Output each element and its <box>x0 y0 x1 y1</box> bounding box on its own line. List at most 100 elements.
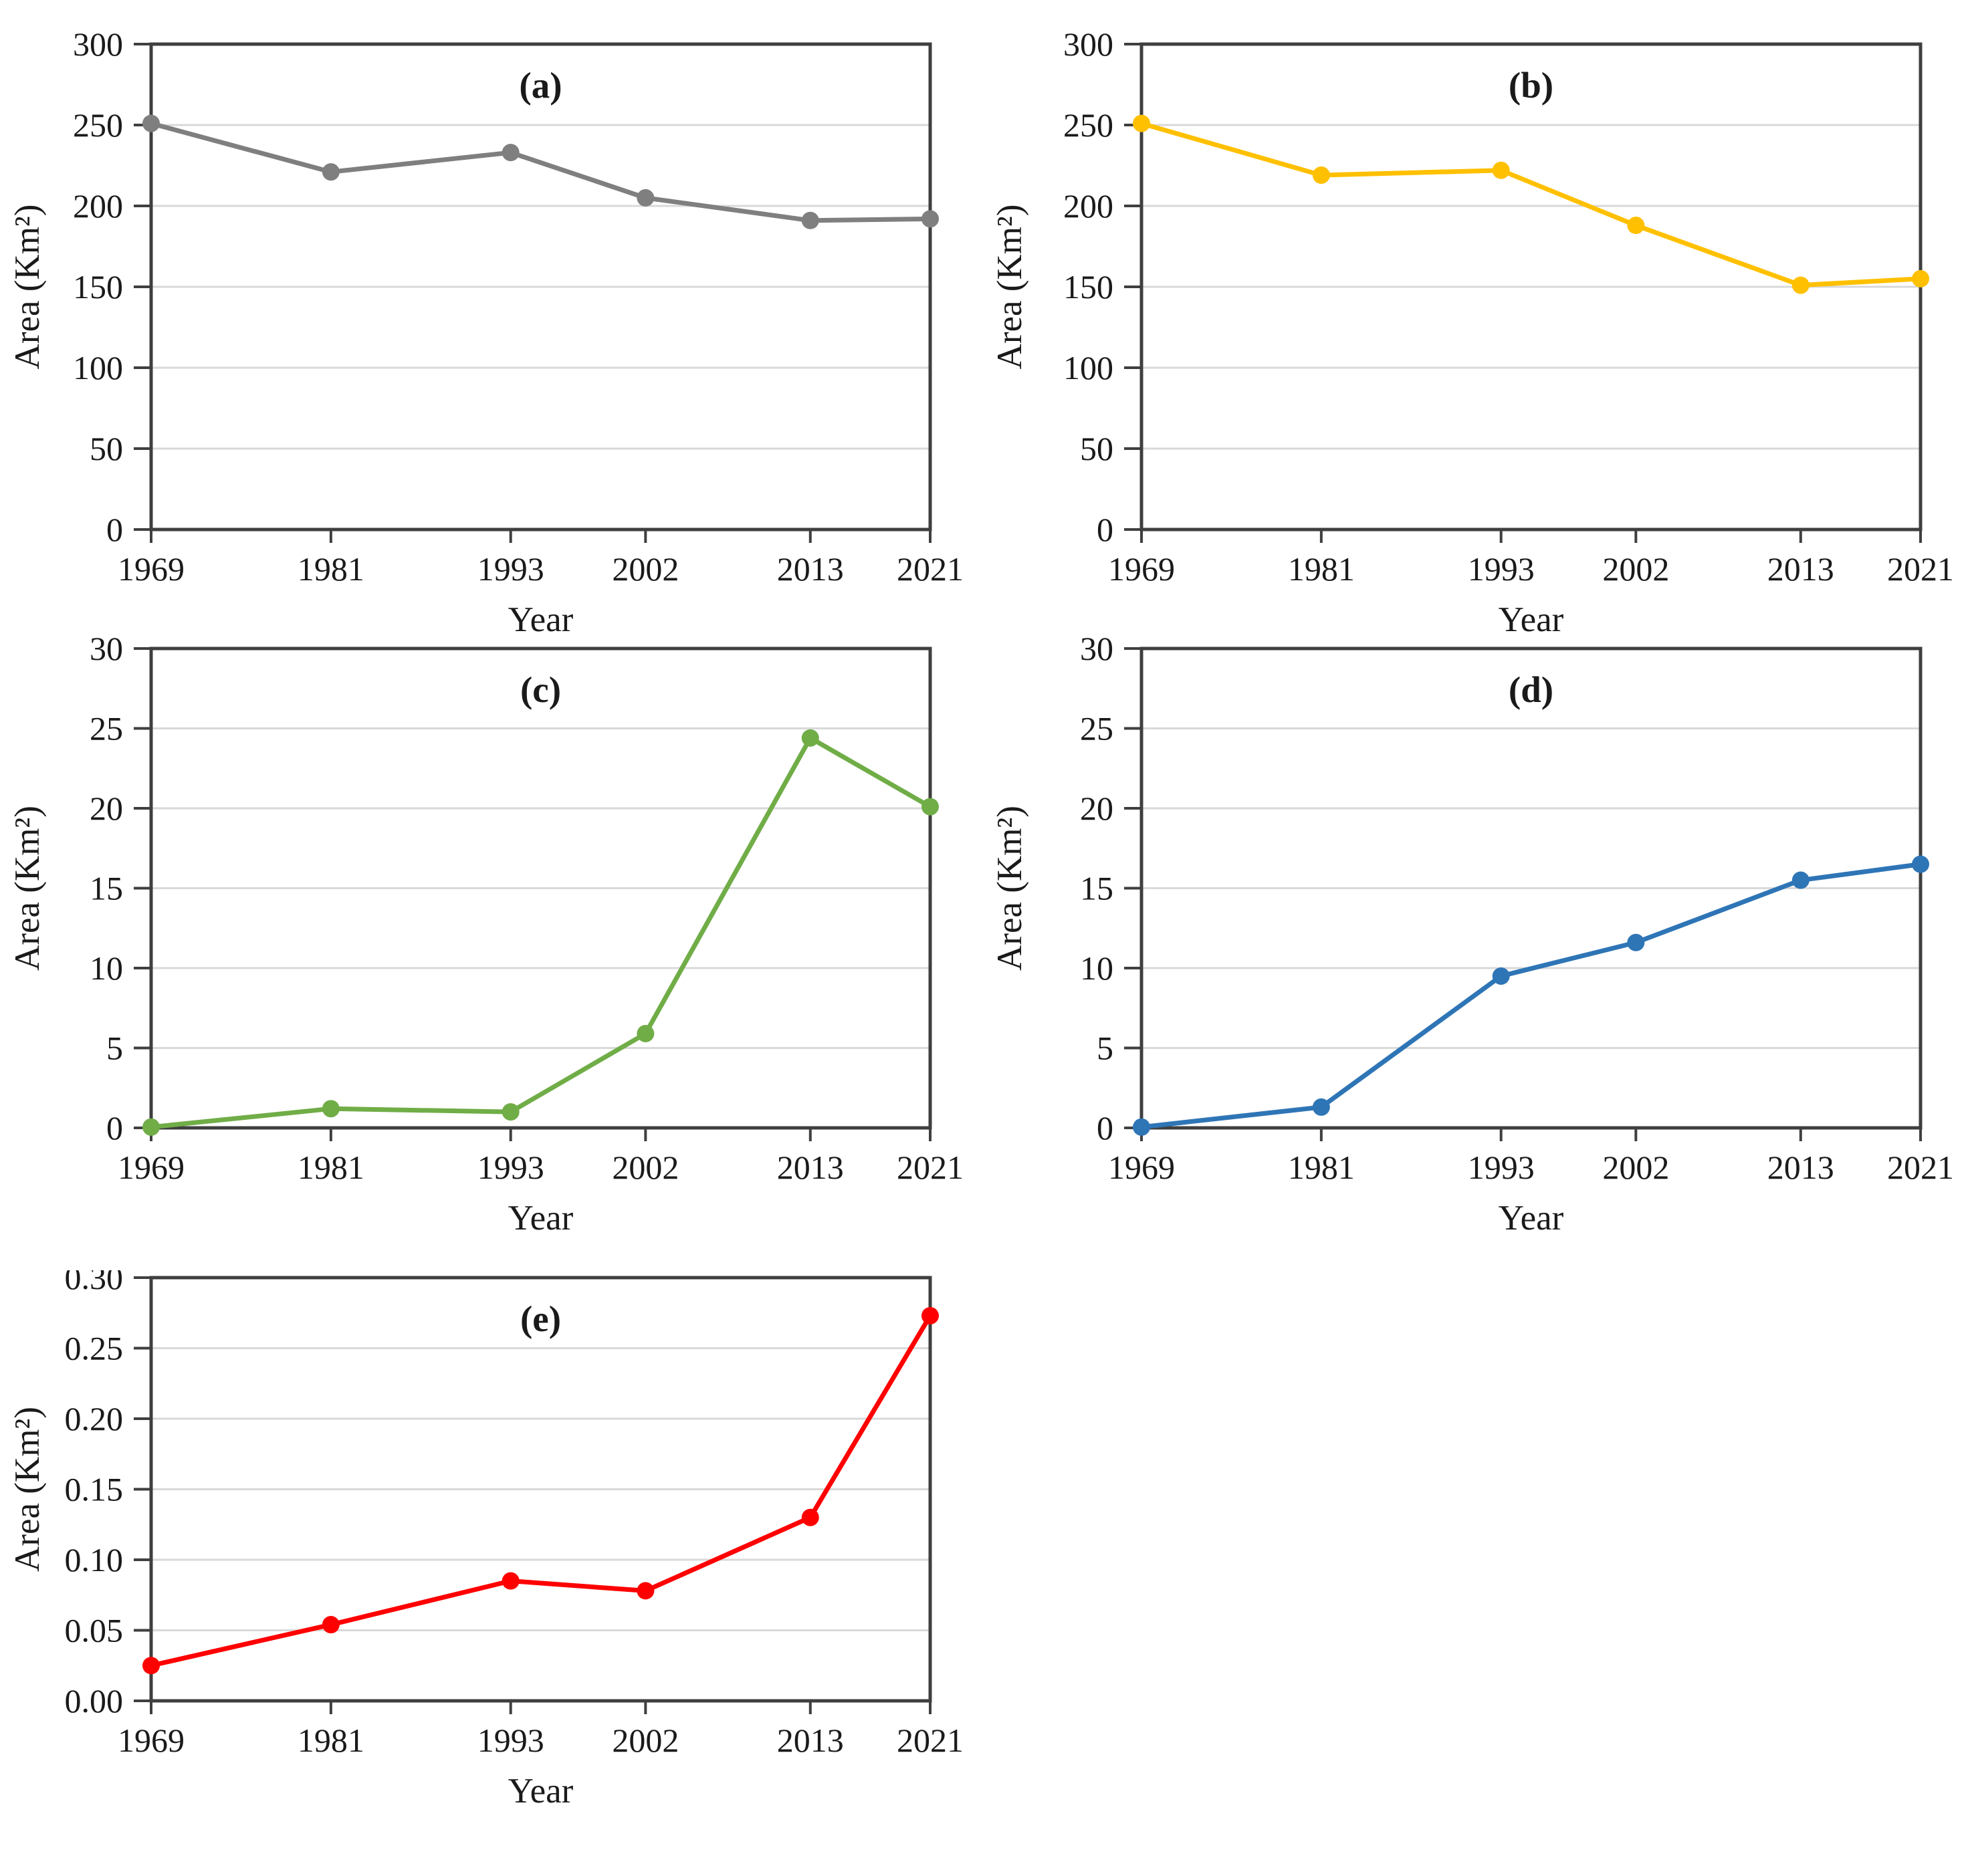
data-point-a-1969 <box>142 114 160 132</box>
data-point-c-1969 <box>142 1118 160 1136</box>
x-tick-label: 2013 <box>777 1149 844 1186</box>
chart-panel-a: 300 250 200 150 100 50 0 1969 1981 1993 2002 2013 20… <box>0 0 982 639</box>
y-tick-label: 0 <box>106 1109 123 1147</box>
data-point-e-1993 <box>502 1572 520 1590</box>
x-tick-label: 2021 <box>1887 1149 1954 1186</box>
data-point-b-2021 <box>1912 269 1929 287</box>
x-tick-label: 1969 <box>118 1722 185 1759</box>
data-point-a-2002 <box>637 189 655 207</box>
x-axis-title: Year <box>1499 600 1564 634</box>
y-tick-label: 300 <box>1063 25 1113 63</box>
x-tick-label: 2021 <box>897 1722 964 1759</box>
y-tick-label: 0 <box>1097 511 1113 548</box>
y-tick-label: 100 <box>1063 349 1113 386</box>
data-point-c-2021 <box>921 798 939 816</box>
y-tick-label: 15 <box>90 870 123 907</box>
x-tick-label: 2002 <box>612 1722 679 1759</box>
y-axis-title: Area (Km²) <box>990 205 1029 370</box>
y-tick-label: 10 <box>1080 949 1113 987</box>
series-line-b <box>1139 121 1923 288</box>
y-tick-label: 5 <box>106 1030 123 1067</box>
y-tick-label: 50 <box>90 430 123 467</box>
x-tick-label: 1993 <box>1468 1149 1535 1186</box>
x-tick-label: 1969 <box>118 1149 185 1186</box>
x-tick-label: 2021 <box>897 1149 964 1186</box>
series-line-d <box>1139 862 1923 1130</box>
data-point-d-1981 <box>1312 1098 1330 1116</box>
data-point-e-1981 <box>322 1616 340 1634</box>
chart-panel-b: 300 250 200 150 100 50 0 1969 1981 1993 2002 2013 20… <box>982 0 1964 639</box>
data-point-c-1981 <box>322 1100 340 1118</box>
y-tick-label: 250 <box>1063 106 1113 144</box>
panel-label-a: (a) <box>519 65 562 106</box>
y-tick-label: 250 <box>73 106 123 144</box>
y-tick-label: 0.25 <box>65 1330 124 1367</box>
x-tick-label: 2002 <box>612 1149 679 1186</box>
x-tick-label: 1993 <box>477 1149 544 1186</box>
x-tick-label: 2002 <box>1602 1149 1669 1186</box>
y-tick-label: 200 <box>1063 187 1113 225</box>
y-tick-label: 0 <box>106 511 123 548</box>
data-point-e-2013 <box>801 1508 819 1526</box>
series-line-a <box>148 121 933 223</box>
y-tick-label: 0.00 <box>65 1682 124 1720</box>
panel-label-d: (d) <box>1509 669 1553 710</box>
data-point-a-2021 <box>921 210 939 228</box>
y-tick-label: 300 <box>73 25 123 63</box>
data-point-d-1969 <box>1133 1118 1150 1136</box>
x-tick-label: 2013 <box>777 550 844 588</box>
y-tick-label: 0.10 <box>65 1541 124 1578</box>
data-point-b-1981 <box>1312 166 1330 185</box>
x-tick-label: 2013 <box>777 1722 844 1759</box>
x-tick-label: 2002 <box>612 550 679 588</box>
x-tick-label: 1993 <box>477 1722 544 1759</box>
x-tick-label: 1993 <box>477 550 544 588</box>
data-point-e-2002 <box>637 1582 655 1600</box>
y-axis-title: Area (Km²) <box>8 1407 47 1572</box>
y-tick-label: 25 <box>90 710 123 747</box>
x-tick-label: 2021 <box>1887 550 1954 588</box>
x-axis-title: Year <box>1499 1199 1564 1238</box>
y-tick-label: 0.15 <box>65 1471 124 1508</box>
y-tick-label: 20 <box>90 790 123 827</box>
y-axis-title: Area (Km²) <box>8 806 47 971</box>
y-tick-label: 150 <box>1063 268 1113 306</box>
data-point-b-1969 <box>1133 114 1150 132</box>
x-tick-label: 2021 <box>897 550 964 588</box>
data-point-d-2002 <box>1627 933 1645 951</box>
data-point-a-1981 <box>322 163 340 181</box>
x-tick-label: 1981 <box>298 1149 364 1186</box>
series-line-c <box>148 735 933 1130</box>
data-point-d-2013 <box>1791 871 1810 889</box>
y-tick-label: 50 <box>1080 430 1113 467</box>
data-point-d-1993 <box>1492 967 1510 985</box>
y-tick-label: 30 <box>1080 635 1113 667</box>
data-point-a-1993 <box>502 144 520 162</box>
y-axis-title: Area (Km²) <box>8 205 47 370</box>
x-tick-label: 2013 <box>1767 550 1834 588</box>
series-line-e <box>148 1313 933 1668</box>
y-tick-label: 30 <box>90 635 123 667</box>
chart-panel-d: 30 25 20 15 10 5 0 1969 1981 1993 2002 2013 2021 (d) A… <box>982 630 1964 1269</box>
y-tick-label: 0 <box>1097 1109 1113 1147</box>
y-axis-title: Area (Km²) <box>990 806 1029 971</box>
x-axis-title: Year <box>508 1199 574 1238</box>
x-tick-label: 1981 <box>1288 550 1355 588</box>
x-tick-label: 1969 <box>118 550 185 588</box>
x-tick-label: 1981 <box>298 550 364 588</box>
data-point-b-2002 <box>1627 217 1645 235</box>
y-tick-label: 25 <box>1080 710 1113 747</box>
y-tick-label: 200 <box>73 187 123 225</box>
chart-panel-c: 30 25 20 15 10 5 0 1969 1981 1993 2002 2013 2021 (c) A… <box>0 630 982 1269</box>
data-point-b-1993 <box>1492 161 1510 179</box>
y-tick-label: 5 <box>1097 1030 1113 1067</box>
chart-panel-e: 0.30 0.25 0.20 0.15 0.10 0.05 0.00 1969 1981 1993… <box>0 1259 982 1873</box>
x-tick-label: 2002 <box>1602 550 1669 588</box>
x-tick-label: 1969 <box>1108 550 1175 588</box>
x-tick-label: 2013 <box>1767 1149 1834 1186</box>
y-tick-label: 10 <box>90 949 123 987</box>
